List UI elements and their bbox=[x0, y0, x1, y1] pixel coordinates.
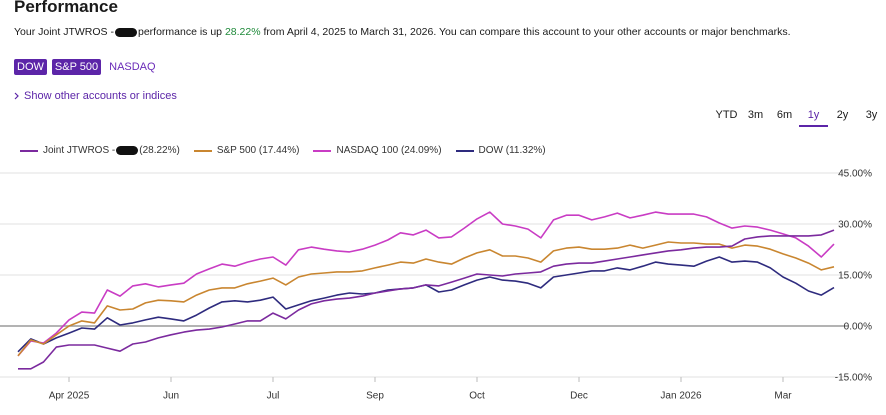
summary-change: 28.22% bbox=[224, 26, 261, 38]
x-tick-label: Jan 2026 bbox=[660, 391, 702, 402]
legend-name: Joint JTWROS - bbox=[43, 145, 116, 156]
range-tab[interactable]: YTD bbox=[715, 109, 738, 121]
show-link[interactable]: Show other accounts or indices bbox=[14, 90, 177, 102]
range-tabs: YTD 3m 6m 1y 2y 3y bbox=[712, 109, 886, 127]
legend-item: NASDAQ 100 (24.09%) bbox=[313, 145, 442, 156]
range-tab[interactable]: 6m bbox=[776, 109, 793, 121]
legend-text: DOW (11.32%) bbox=[479, 145, 546, 156]
benchmark-buttons: DOW S&P 500 NASDAQ bbox=[14, 59, 159, 75]
legend-return: (28.22%) bbox=[139, 145, 180, 156]
x-tick-label: Jul bbox=[267, 391, 280, 402]
summary-suffix: from April 4, 2025 to March 31, 2026. Yo… bbox=[260, 26, 791, 38]
legend-swatch bbox=[455, 149, 474, 152]
x-tick-label: Apr 2025 bbox=[49, 391, 90, 402]
legend-swatch bbox=[20, 149, 38, 152]
y-tick-label: -15.00% bbox=[835, 373, 872, 384]
legend-item: S&P 500 (17.44%) bbox=[193, 145, 300, 156]
legend: Joint JTWROS - (28.22%) S&P 500 (17.44%) NA… bbox=[20, 145, 546, 156]
range-tab[interactable]: 1y bbox=[799, 109, 828, 127]
summary-prefix: Your Joint JTWROS - bbox=[14, 26, 114, 38]
legend-swatch bbox=[193, 149, 212, 152]
x-tick-label: Oct bbox=[469, 391, 485, 402]
y-tick-label: 45.00% bbox=[838, 169, 872, 180]
chevron bbox=[14, 92, 19, 100]
legend-name: DOW bbox=[478, 145, 503, 156]
range-tab[interactable]: 2y bbox=[836, 109, 849, 121]
show-link-text[interactable]: Show other accounts or indices bbox=[24, 90, 177, 102]
legend-item: Joint JTWROS - (28.22%) bbox=[20, 145, 180, 156]
series-line bbox=[18, 229, 835, 370]
legend-item: DOW (11.32%) bbox=[455, 145, 546, 156]
redaction bbox=[116, 145, 139, 155]
series-line bbox=[17, 211, 835, 357]
x-tick-label: Jun bbox=[163, 391, 179, 402]
legend-text: NASDAQ 100 (24.09%) bbox=[336, 145, 441, 156]
series-line bbox=[17, 256, 835, 353]
range-tab[interactable]: 3m bbox=[747, 109, 764, 121]
summary-middle: performance is up bbox=[137, 26, 225, 38]
legend-name: S&P 500 bbox=[216, 145, 257, 156]
benchmark-button[interactable]: NASDAQ bbox=[109, 61, 156, 73]
x-tick-label: Dec bbox=[570, 391, 588, 402]
redaction bbox=[114, 27, 137, 37]
x-tick-label: Sep bbox=[366, 391, 384, 402]
benchmark-button[interactable]: DOW bbox=[14, 59, 47, 75]
legend-name: NASDAQ 100 bbox=[336, 145, 399, 156]
page-title: Performance bbox=[14, 0, 118, 16]
series-line bbox=[17, 241, 835, 357]
x-tick-label: Mar bbox=[774, 391, 792, 402]
legend-text: Joint JTWROS - (28.22%) bbox=[43, 145, 180, 156]
y-tick-label: 30.00% bbox=[838, 220, 872, 231]
legend-return: (11.32%) bbox=[505, 145, 546, 156]
y-tick-label: 0.00% bbox=[844, 322, 872, 333]
legend-return: (17.44%) bbox=[258, 145, 300, 156]
y-tick-label: 15.00% bbox=[838, 271, 872, 282]
range-tab[interactable]: 3y bbox=[865, 109, 878, 121]
legend-return: (24.09%) bbox=[400, 145, 442, 156]
legend-text: S&P 500 (17.44%) bbox=[217, 145, 300, 156]
legend-swatch bbox=[313, 149, 332, 152]
summary: Your Joint JTWROS - performance is up 28.… bbox=[14, 26, 791, 38]
benchmark-button[interactable]: S&P 500 bbox=[51, 59, 102, 75]
